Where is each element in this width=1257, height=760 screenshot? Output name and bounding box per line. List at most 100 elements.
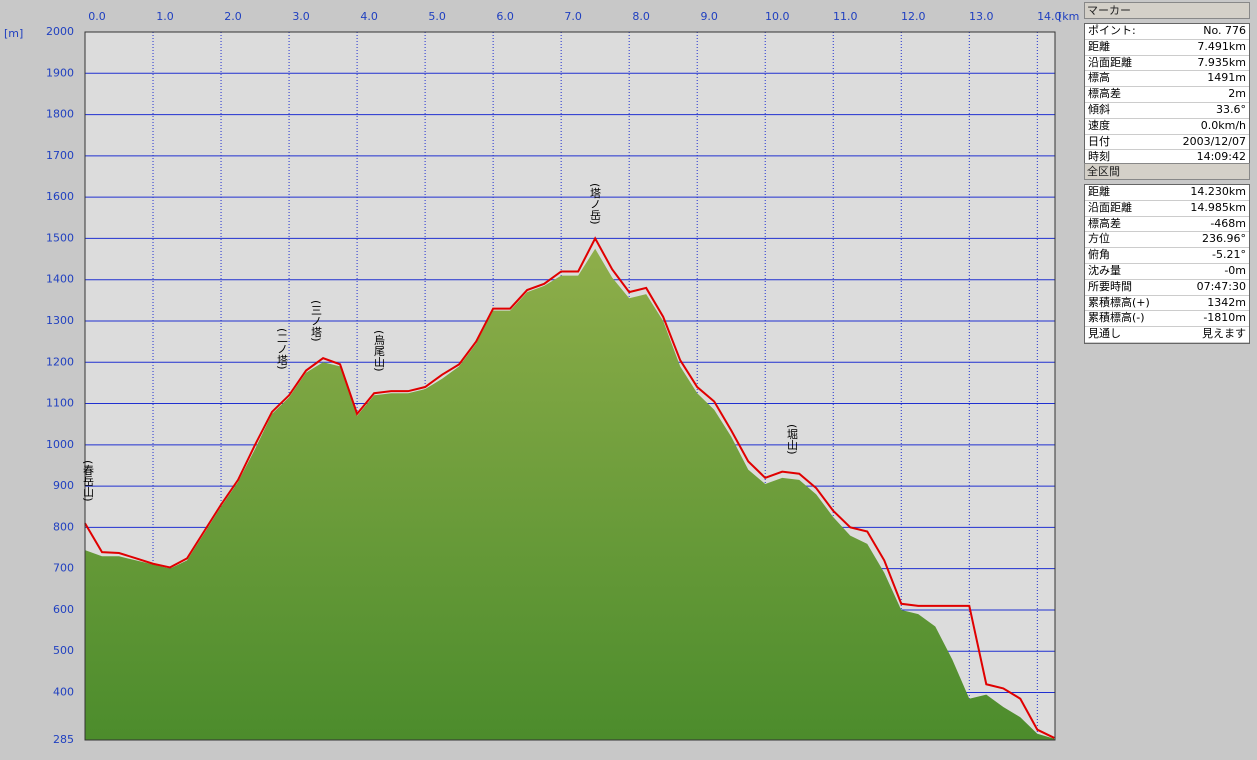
peak-label: (三ノ塔) bbox=[310, 300, 323, 342]
y-tick-label: 700 bbox=[53, 562, 74, 575]
x-tick-label: 8.0 bbox=[632, 10, 650, 23]
row-label: 標高 bbox=[1088, 71, 1110, 85]
y-tick-label: 1800 bbox=[46, 108, 74, 121]
y-tick-label: 400 bbox=[53, 686, 74, 699]
row-value: 14:09:42 bbox=[1196, 150, 1246, 164]
y-tick-label: 500 bbox=[53, 644, 74, 657]
panel-row: 所要時間 07:47:30 bbox=[1085, 280, 1249, 296]
peak-label: (堀山) bbox=[786, 424, 799, 455]
row-label: 距離 bbox=[1088, 185, 1110, 198]
x-tick-label: 2.0 bbox=[224, 10, 242, 23]
y-tick-label: 900 bbox=[53, 479, 74, 492]
row-label: 距離 bbox=[1088, 39, 1110, 53]
x-tick-label: 5.0 bbox=[428, 10, 446, 23]
y-tick-label: 1400 bbox=[46, 273, 74, 286]
panel-row: 標高 1491m bbox=[1085, 71, 1249, 88]
row-value: 2m bbox=[1228, 87, 1246, 101]
y-tick-label: 800 bbox=[53, 520, 74, 533]
panel-row: 傾斜 33.6° bbox=[1085, 103, 1249, 119]
panel-row: 沿面距離 7.935km bbox=[1085, 56, 1249, 72]
row-value: 7.491km bbox=[1197, 39, 1246, 53]
panel-row: 速度 0.0km/h bbox=[1085, 119, 1249, 135]
x-unit: [km] bbox=[1058, 10, 1080, 23]
panel-row: 日付 2003/12/07 bbox=[1085, 135, 1249, 151]
y-tick-label: 2000 bbox=[46, 25, 74, 38]
row-label: ポイント: bbox=[1088, 24, 1136, 37]
panel-title: マーカー bbox=[1084, 2, 1250, 19]
y-tick-label: 1700 bbox=[46, 149, 74, 162]
x-tick-label: 7.0 bbox=[564, 10, 582, 23]
row-label: 標高差 bbox=[1088, 87, 1121, 101]
row-label: 傾斜 bbox=[1088, 102, 1110, 116]
plot-frame bbox=[84, 31, 1056, 741]
marker-panel: マーカー ポイント: No. 776 距離 7.491km 沿面距離 7.935km 標高 1… bbox=[1084, 2, 1250, 168]
row-value: 236.96° bbox=[1202, 232, 1246, 246]
row-value: -0m bbox=[1224, 263, 1246, 277]
row-label: 沿面距離 bbox=[1088, 55, 1132, 69]
panel-title: 全区間 bbox=[1084, 163, 1250, 180]
row-value: 1491m bbox=[1207, 71, 1246, 85]
y-tick-label: 600 bbox=[53, 603, 74, 616]
panel-row: 沈み量 -0m bbox=[1085, 264, 1249, 280]
y-tick-label: 1900 bbox=[46, 66, 74, 79]
row-value: 見えます bbox=[1202, 327, 1246, 341]
row-label: 累積標高(+) bbox=[1088, 295, 1150, 309]
row-value: 2003/12/07 bbox=[1182, 134, 1246, 148]
track-line bbox=[84, 236, 1055, 739]
section-panel: 全区間 距離 14.230km 沿面距離 14.985km 標高差 -468m 方位 236.… bbox=[1084, 163, 1250, 344]
panel-row: 距離 14.230km bbox=[1085, 185, 1249, 201]
panel-row: 沿面距離 14.985km bbox=[1085, 201, 1249, 217]
row-label: 標高差 bbox=[1088, 216, 1121, 230]
y-tick-label: 1200 bbox=[46, 355, 74, 368]
x-tick-label: 13.0 bbox=[969, 10, 994, 23]
row-value: 0.0km/h bbox=[1200, 118, 1246, 132]
row-value: -468m bbox=[1210, 216, 1246, 230]
panel-row: 標高差 2m bbox=[1085, 87, 1249, 103]
row-label: 所要時間 bbox=[1088, 279, 1132, 293]
marker-table: ポイント: No. 776 距離 7.491km 沿面距離 7.935km 標高 1491m 標… bbox=[1084, 23, 1250, 168]
row-value: No. 776 bbox=[1203, 24, 1246, 37]
row-value: 07:47:30 bbox=[1196, 279, 1246, 293]
peak-label: (塔ノ岳) bbox=[589, 183, 602, 225]
x-tick-label: 11.0 bbox=[833, 10, 858, 23]
x-tick-label: 1.0 bbox=[156, 10, 174, 23]
y-tick-label: 1000 bbox=[46, 438, 74, 451]
row-label: 速度 bbox=[1088, 118, 1110, 132]
row-value: -1810m bbox=[1203, 311, 1246, 325]
chart: [m] [km] 285 400 500 600 700 800 900 1000 1100 12… bbox=[4, 10, 1080, 746]
row-label: 沿面距離 bbox=[1088, 200, 1132, 214]
row-label: 方位 bbox=[1088, 232, 1110, 246]
panel-row: 累積標高(+) 1342m bbox=[1085, 296, 1249, 312]
x-tick-label: 0.0 bbox=[88, 10, 106, 23]
x-tick-label: 10.0 bbox=[765, 10, 790, 23]
row-label: 時刻 bbox=[1088, 150, 1110, 164]
row-value: 14.985km bbox=[1190, 200, 1246, 214]
row-label: 沈み量 bbox=[1088, 263, 1121, 277]
row-value: -5.21° bbox=[1212, 248, 1246, 262]
row-value: 33.6° bbox=[1216, 102, 1246, 116]
peak-label: (烏尾山) bbox=[373, 330, 386, 372]
x-tick-label: 3.0 bbox=[292, 10, 310, 23]
row-value: 7.935km bbox=[1197, 55, 1246, 69]
x-tick-label: 12.0 bbox=[901, 10, 926, 23]
row-label: 俯角 bbox=[1088, 248, 1110, 262]
row-value: 1342m bbox=[1207, 295, 1246, 309]
y-tick-label: 1600 bbox=[46, 190, 74, 203]
y-tick-label: 1100 bbox=[46, 397, 74, 410]
row-label: 累積標高(-) bbox=[1088, 311, 1145, 325]
y-unit: [m] bbox=[4, 27, 23, 40]
x-tick-label: 9.0 bbox=[700, 10, 718, 23]
y-tick-label: 1500 bbox=[46, 231, 74, 244]
row-label: 日付 bbox=[1088, 134, 1110, 148]
x-tick-label: 4.0 bbox=[360, 10, 378, 23]
panel-row: 距離 7.491km bbox=[1085, 40, 1249, 56]
panel-row: 標高差 -468m bbox=[1085, 217, 1249, 233]
x-tick-label: 6.0 bbox=[496, 10, 514, 23]
row-label: 見通し bbox=[1088, 327, 1121, 341]
panel-row: ポイント: No. 776 bbox=[1085, 24, 1249, 40]
peak-label: (春岳山) bbox=[82, 460, 95, 502]
x-tick-label: 14.0 bbox=[1037, 10, 1062, 23]
y-tick-label: 1300 bbox=[46, 314, 74, 327]
section-table: 距離 14.230km 沿面距離 14.985km 標高差 -468m 方位 236.96° 俯… bbox=[1084, 184, 1250, 344]
